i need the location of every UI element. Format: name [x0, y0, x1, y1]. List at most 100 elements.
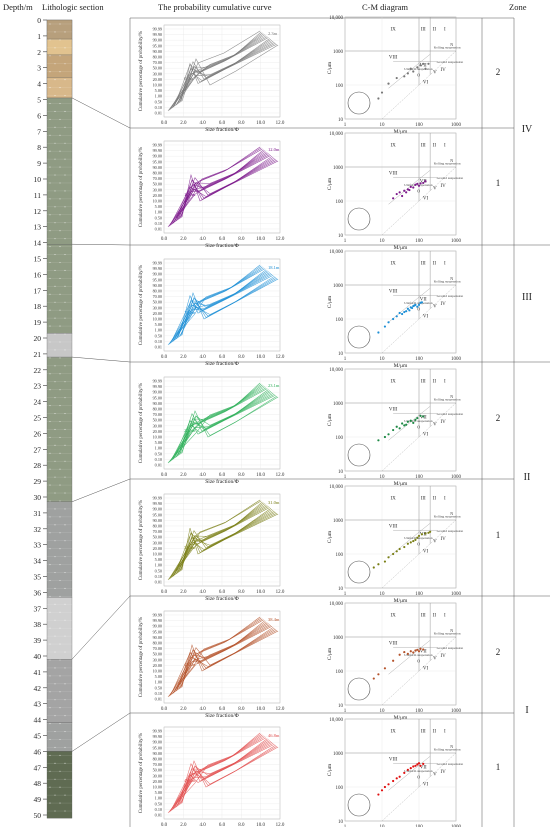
cm-point	[416, 416, 419, 420]
lithology-dot	[54, 333, 56, 335]
curve-y-tick: 99.90	[153, 32, 162, 37]
curve-line	[181, 746, 279, 804]
lithology-dot	[59, 39, 61, 41]
cm-region-label: I	[444, 614, 446, 619]
cm-note: Uniform suspension	[404, 419, 433, 423]
lithology-dot	[54, 222, 56, 224]
curve-line	[169, 618, 263, 696]
curve-line	[172, 621, 267, 694]
cm-frame	[344, 368, 457, 472]
curve-y-tick: 0.50	[155, 215, 162, 220]
curve-line	[170, 619, 264, 696]
cm-region-label: IV	[441, 184, 447, 189]
cm-point	[398, 427, 401, 430]
cm-region-label: N	[450, 744, 453, 749]
lithology-dot	[59, 134, 61, 136]
curve-y-tick: 99.90	[153, 266, 162, 271]
cm-boundary	[388, 288, 431, 323]
lithology-band	[46, 356, 73, 502]
cm-y-tick: 1000	[333, 166, 344, 171]
curve-y-tick: 80.00	[153, 641, 162, 646]
cm-region-label: I	[444, 730, 446, 735]
cm-region-label: N	[450, 628, 453, 633]
curve-x-tick: 10.0	[256, 823, 265, 827]
depth-label: 26	[34, 429, 42, 438]
cm-point	[395, 777, 398, 780]
lithology-dot	[54, 587, 56, 589]
lithology-dot	[49, 230, 51, 232]
cm-boundary	[388, 756, 431, 791]
depth-label: 46	[34, 747, 42, 756]
cm-point	[387, 783, 390, 786]
lithology-dot	[59, 643, 61, 645]
cm-xlabel: M/μm	[394, 245, 408, 251]
curve-y-tick: 5.00	[155, 440, 162, 445]
curve-depth-label: 19.5m	[184, 310, 196, 315]
lithology-dot	[49, 87, 51, 89]
curve-x-tick: 6.0	[219, 707, 226, 712]
curve-line	[180, 43, 277, 102]
lithology-dot	[49, 389, 51, 391]
cm-point	[383, 785, 387, 789]
cm-point	[403, 771, 406, 774]
lithology-dot	[49, 405, 51, 407]
curve-xlabel: Size fraction/Φ	[205, 360, 239, 367]
lithology-dot	[59, 723, 61, 725]
cm-y-tick: 1000	[333, 519, 344, 524]
cm-circle-marker	[347, 91, 371, 115]
cm-point	[419, 647, 422, 650]
curve-line	[169, 148, 263, 226]
cm-region-label: VII	[420, 298, 427, 303]
curve-y-tick: 1.00	[155, 446, 162, 451]
cm-region-label: IV	[441, 302, 447, 307]
curve-x-tick: 0.0	[161, 473, 168, 478]
curve-x-tick: 4.0	[200, 707, 207, 712]
lithology-dot	[64, 492, 66, 494]
curve-y-tick: 95.00	[153, 512, 162, 517]
cm-diagonal	[381, 519, 457, 589]
cm-region-label: O	[417, 424, 420, 429]
cm-x-tick: 100	[415, 123, 423, 128]
depth-label: 31	[34, 509, 42, 518]
cm-point	[398, 547, 401, 551]
lithology-dot	[54, 476, 56, 478]
cm-region-label: III	[421, 262, 426, 267]
curve-y-tick: 5.00	[155, 204, 162, 209]
lithology-dot	[59, 87, 61, 89]
cm-xlabel: M/μm	[394, 598, 408, 604]
lithology-dot	[59, 23, 61, 25]
lithology-dot	[59, 357, 61, 359]
curve-y-tick: 99.90	[153, 501, 162, 506]
curve-line	[171, 503, 265, 578]
lithology-dot	[54, 794, 56, 796]
cm-region-label: O	[417, 72, 420, 77]
lithology-dot	[59, 102, 61, 105]
curve-y-tick: 70.00	[153, 294, 162, 299]
lithology-dot	[64, 31, 66, 33]
cm-point	[398, 311, 401, 315]
cm-point	[401, 312, 404, 316]
lithology-dot	[59, 436, 61, 438]
cm-circle-marker	[347, 325, 371, 349]
cm-point	[409, 650, 412, 653]
curve-x-tick: 12.0	[276, 473, 285, 478]
curve-line	[177, 392, 273, 457]
lithology-dot	[64, 476, 66, 478]
lithology-dot	[64, 349, 66, 351]
curve-depth-label: 0.9m	[184, 76, 194, 81]
cm-point	[417, 650, 421, 653]
cm-point	[395, 425, 398, 428]
lithology-dot	[59, 738, 61, 741]
lithology-dot	[64, 572, 66, 574]
curve-line	[171, 620, 265, 695]
curve-line	[178, 157, 275, 220]
lithology-dot	[59, 214, 61, 216]
cm-region-label: III	[421, 497, 426, 502]
cm-region-label: VIII	[389, 56, 398, 61]
curve-x-tick: 6.0	[219, 355, 226, 360]
cm-region-label: V	[433, 539, 437, 544]
lithology-dot	[59, 802, 61, 804]
cm-header: C-M diagram	[362, 2, 409, 12]
lithology-dot	[49, 341, 51, 343]
cm-point	[416, 648, 419, 651]
